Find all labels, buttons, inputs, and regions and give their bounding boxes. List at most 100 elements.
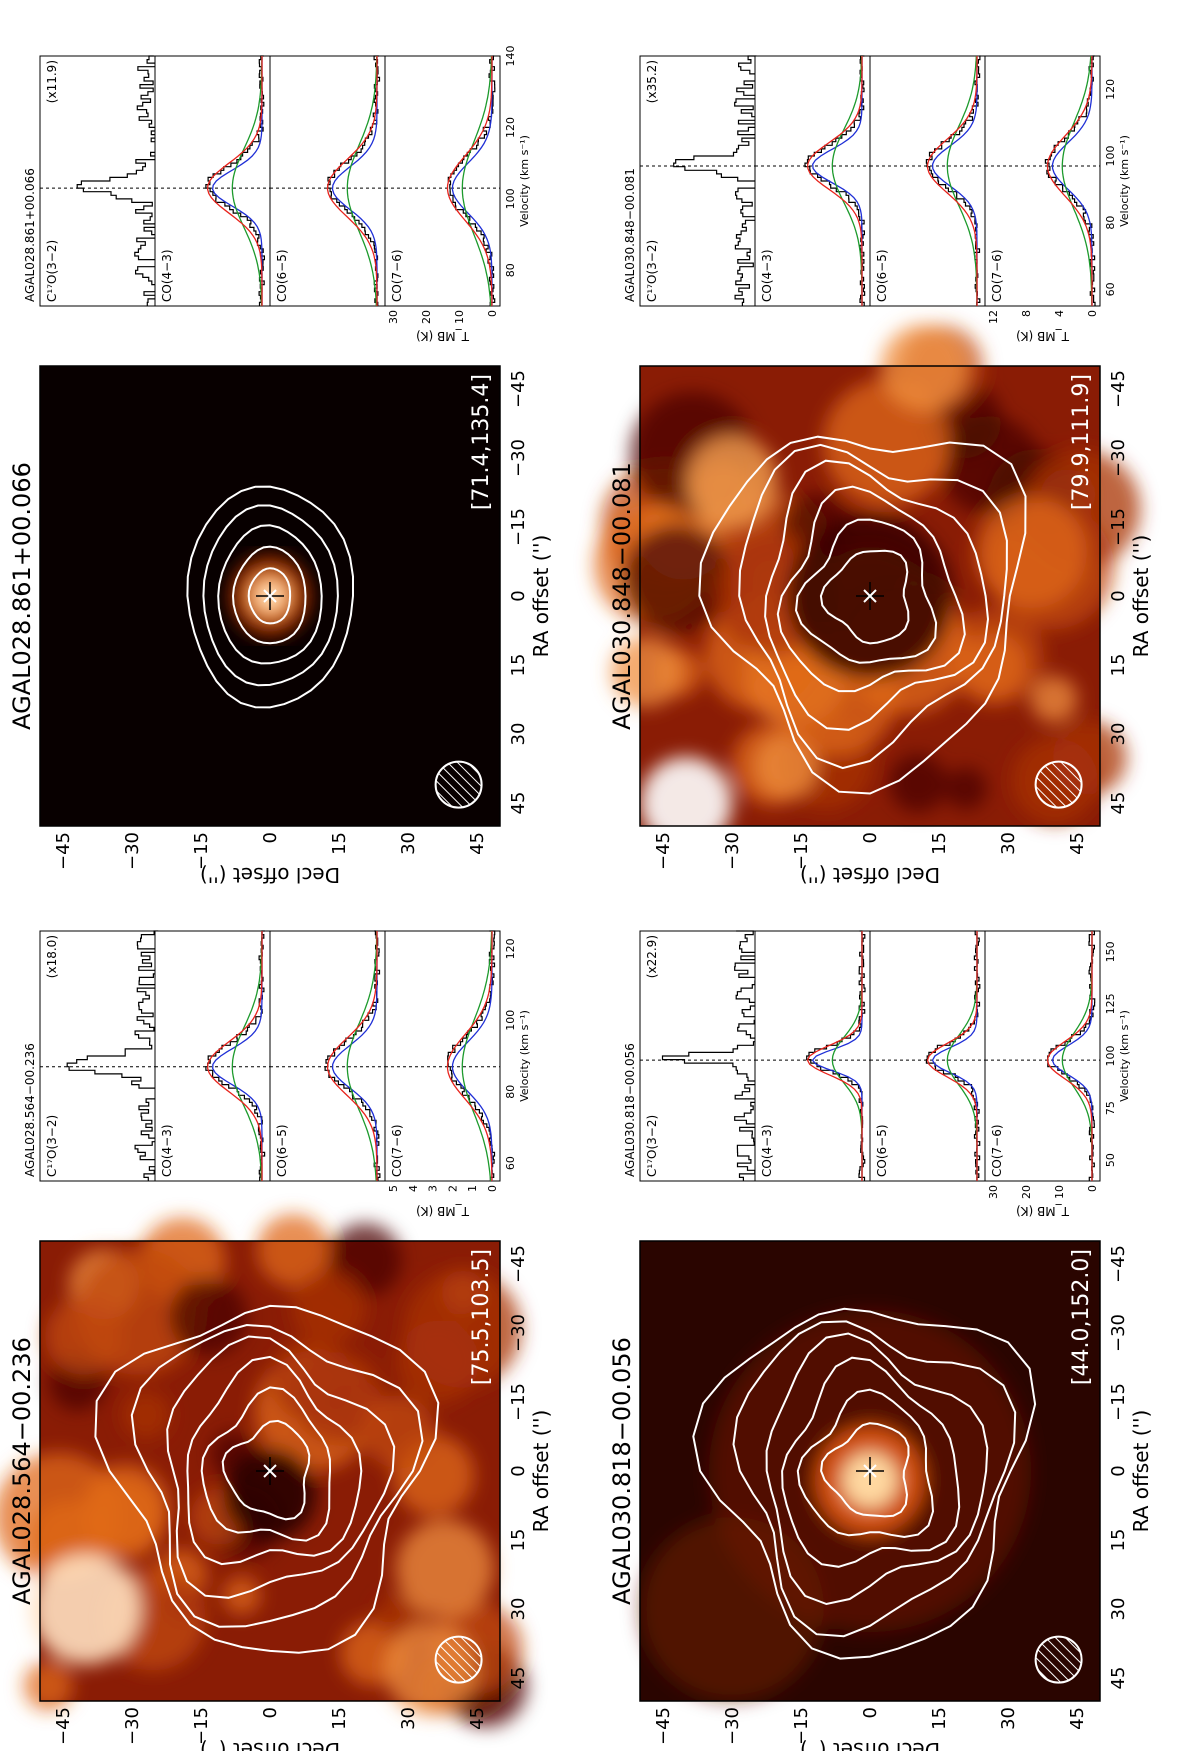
fit-component-broad <box>346 930 378 1182</box>
emission-blob <box>889 754 948 813</box>
y-tick-label: 15 <box>929 1707 950 1730</box>
map-contours <box>94 1304 440 1654</box>
velocity-tick-label: 120 <box>1104 79 1117 100</box>
contour-level <box>781 1356 961 1568</box>
contour-level <box>764 459 990 731</box>
x-tick-label: 45 <box>1108 792 1129 815</box>
contour-level <box>732 1320 1017 1638</box>
scale-factor-label: (x35.2) <box>645 60 659 103</box>
map-frame <box>639 365 1101 827</box>
contour-level <box>221 1419 311 1521</box>
x-marker <box>263 589 277 603</box>
x-tick-label: −45 <box>508 1245 529 1283</box>
x-tick-label: 15 <box>1108 1529 1129 1552</box>
tmb-tick-label: 10 <box>453 310 466 324</box>
spectrum-1: CO(4−3) <box>754 55 871 307</box>
spectrum-2: CO(6−5) <box>869 55 986 307</box>
emission-blob <box>945 767 987 810</box>
spectrum-2: CO(6−5) <box>869 930 986 1182</box>
map-title: AGAL030.848−00.081 <box>608 462 636 730</box>
velocity-tick-label: 80 <box>504 1085 517 1099</box>
spectrum-frame <box>384 930 501 1182</box>
emission-blob <box>686 435 778 527</box>
x-axis-label: RA offset ('') <box>529 535 553 658</box>
fit-component-broad <box>231 56 263 307</box>
tmb-tick-label: 0 <box>1086 1185 1099 1192</box>
tmb-axis-label: T_MB (K) <box>416 329 470 343</box>
scale-factor-label: (x18.0) <box>45 935 59 978</box>
spectral-line-label: CO(7−6) <box>390 1124 404 1177</box>
fit-component-broad <box>831 55 863 306</box>
scale-factor-label: (x11.9) <box>45 60 59 103</box>
y-tick-label: −30 <box>722 832 743 870</box>
x-tick-label: −30 <box>508 439 529 477</box>
spectrum-1: CO(4−3) <box>154 930 271 1182</box>
fit-total <box>1046 931 1093 1181</box>
emission-blob <box>975 496 1087 609</box>
fit-component-broad <box>1061 55 1093 306</box>
contour-level <box>247 567 292 625</box>
tmb-tick-label: 4 <box>407 1185 420 1192</box>
spectral-line-label: CO(6−5) <box>875 249 889 302</box>
spectra-source-label: AGAL030.848−00.081 <box>623 168 637 302</box>
y-tick-label: 45 <box>1067 832 1088 855</box>
y-tick-label: −45 <box>653 832 674 870</box>
x-tick-label: 15 <box>508 654 529 677</box>
map-frame <box>639 1240 1101 1702</box>
spectra-panel-1-1: C¹⁷O(3−2) (x35.2) CO(4−3) CO(6−5) CO(7−6) AGA… <box>623 55 1131 343</box>
contour-level <box>130 1323 424 1628</box>
x-axis-label: RA offset ('') <box>1129 1410 1153 1533</box>
velocity-tick-label: 100 <box>1104 146 1117 167</box>
fit-total <box>806 931 863 1181</box>
contour-level <box>698 435 1027 795</box>
spectral-line-label: CO(6−5) <box>875 1124 889 1177</box>
fit-total <box>207 931 263 1181</box>
velocity-tick-label: 60 <box>504 1156 517 1170</box>
velocity-tick-label: 120 <box>504 117 517 138</box>
emission-blob <box>362 1395 435 1469</box>
fit-component-narrow <box>451 56 493 306</box>
spectrum-0: C¹⁷O(3−2) (x18.0) <box>39 930 160 1182</box>
tmb-tick-label: 12 <box>987 310 1000 324</box>
y-axis-label: Decl offset ('') <box>800 1738 940 1751</box>
tmb-tick-label: 3 <box>427 1185 440 1192</box>
spectral-line-label: C¹⁷O(3−2) <box>45 240 59 302</box>
y-tick-label: 45 <box>467 832 488 855</box>
y-tick-label: −30 <box>722 1707 743 1745</box>
spectrum-1: CO(4−3) <box>754 930 871 1182</box>
spectrum-frame <box>384 55 501 307</box>
emission-blob <box>610 636 683 708</box>
map-panel-1-1: [79.9,111.9] AGAL030.848−00.081 45 −45 30 −30… <box>594 324 1153 887</box>
map-frame <box>39 1240 501 1702</box>
spectrum-3: CO(7−6) <box>384 930 501 1182</box>
tmb-tick-label: 4 <box>1053 310 1066 317</box>
x-tick-label: −30 <box>1108 1314 1129 1352</box>
map-title: AGAL028.861+00.066 <box>8 462 36 730</box>
fit-total <box>926 56 978 306</box>
spectral-line-label: CO(4−3) <box>760 1124 774 1177</box>
y-tick-label: 15 <box>329 1707 350 1730</box>
y-tick-label: 0 <box>260 1707 281 1718</box>
emission-blob <box>1030 676 1078 723</box>
map-panel-0-0: [75.5,103.5] AGAL028.564−00.236 45 −45 30 −30… <box>0 1214 553 1751</box>
y-tick-label: −30 <box>122 832 143 870</box>
fit-total <box>326 56 378 306</box>
spectrum-1: CO(4−3) <box>154 55 271 307</box>
map-contours <box>692 1307 1037 1660</box>
fit-total <box>926 931 978 1181</box>
velocity-tick-label: 100 <box>1104 1046 1117 1067</box>
x-tick-label: −15 <box>1108 508 1129 546</box>
emission-blob <box>395 1519 495 1618</box>
y-tick-label: 0 <box>260 832 281 843</box>
velocity-tick-label: 150 <box>1104 941 1117 962</box>
fit-component-broad <box>461 55 493 307</box>
y-tick-label: 45 <box>1067 1707 1088 1730</box>
beam-ellipse <box>434 1635 483 1684</box>
x-axis-label: RA offset ('') <box>529 1410 553 1533</box>
tmb-tick-label: 8 <box>1020 310 1033 317</box>
x-tick-label: 30 <box>508 723 529 746</box>
x-tick-label: −45 <box>1108 370 1129 408</box>
spectrum-3: CO(7−6) <box>984 930 1101 1182</box>
emission-blob <box>880 324 968 412</box>
spectrum-data <box>661 930 759 1181</box>
